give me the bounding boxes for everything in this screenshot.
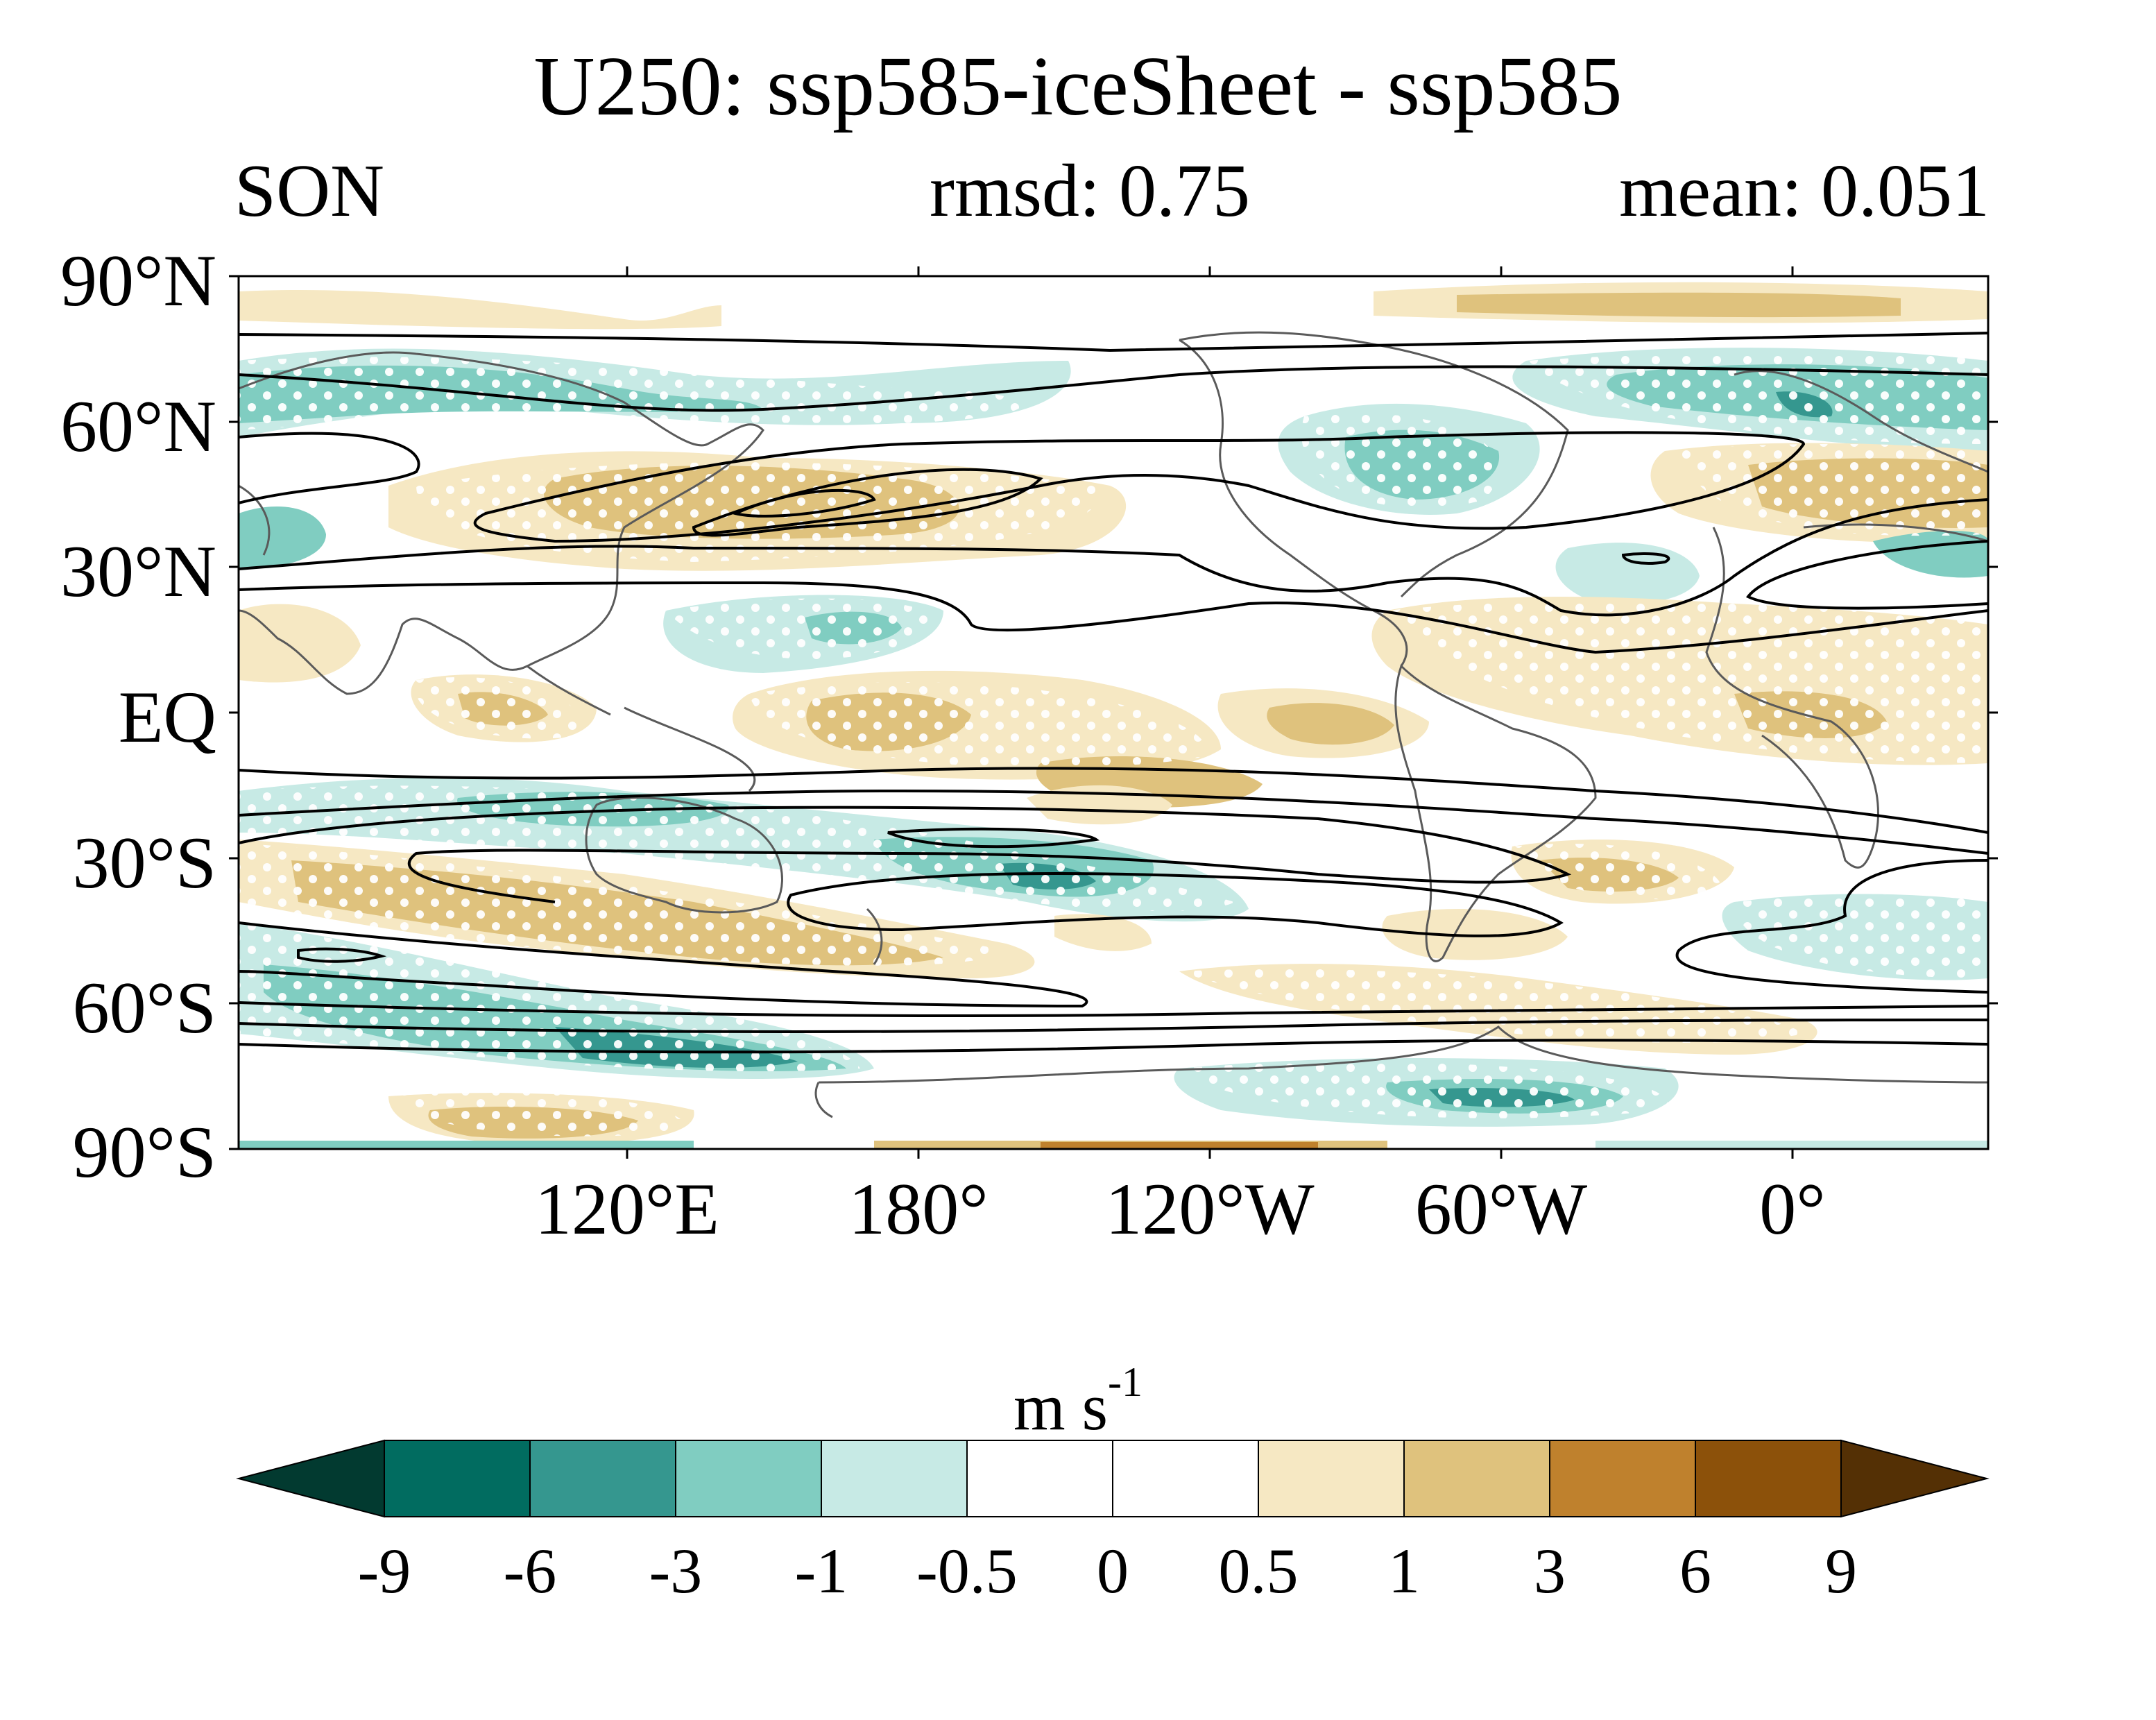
lon-label-180: 180° <box>848 1168 989 1250</box>
colorbar-tick-label: -3 <box>649 1535 703 1606</box>
lat-label-90s: 90°S <box>72 1112 216 1193</box>
colorbar-tick-label: -9 <box>357 1535 411 1606</box>
lon-label-120w: 120°W <box>1105 1168 1315 1250</box>
colorbar-extend-low <box>236 1439 385 1518</box>
colorbar-box <box>384 1440 531 1517</box>
colorbar-box <box>529 1440 676 1517</box>
rmsd-label: rmsd: 0.75 <box>930 150 1251 232</box>
map-panel <box>239 276 1988 1149</box>
colorbar-tick-label: 0.5 <box>1218 1535 1299 1606</box>
colorbar-tick-label: -6 <box>503 1535 557 1606</box>
lat-label-eq: EQ <box>118 676 216 758</box>
season-label: SON <box>234 150 385 232</box>
colorbar-extend-high <box>1840 1439 1990 1518</box>
axis-ticks <box>229 266 1998 1159</box>
colorbar-box <box>966 1440 1113 1517</box>
units-text: m s <box>1013 1370 1109 1444</box>
lat-label-30n: 30°N <box>60 531 216 612</box>
colorbar-box <box>821 1440 968 1517</box>
colorbar <box>236 1439 1990 1518</box>
colorbar-tick-label: 6 <box>1679 1535 1711 1606</box>
colorbar-tick-label: 9 <box>1825 1535 1857 1606</box>
lat-label-30s: 30°S <box>72 822 216 903</box>
colorbar-units: m s-1 <box>0 1361 2156 1440</box>
lat-label-60n: 60°N <box>60 386 216 467</box>
colorbar-tick-label: 3 <box>1534 1535 1566 1606</box>
colorbar-box <box>1258 1440 1405 1517</box>
lon-label-60w: 60°W <box>1414 1168 1588 1250</box>
colorbar-box <box>675 1440 822 1517</box>
colorbar-box <box>1403 1440 1550 1517</box>
units-exponent: -1 <box>1108 1359 1143 1405</box>
colorbar-tick-label: 1 <box>1388 1535 1420 1606</box>
climatology-contours <box>239 332 1988 1054</box>
coastlines <box>239 331 1988 1118</box>
colorbar-box <box>1695 1440 1842 1517</box>
colorbar-tick-label: 0 <box>1097 1535 1129 1606</box>
lon-label-120e: 120°E <box>534 1168 720 1250</box>
lat-label-60s: 60°S <box>72 967 216 1048</box>
colorbar-tick-label: -0.5 <box>916 1535 1018 1606</box>
map-title: U250: ssp585-iceSheet - ssp585 <box>533 40 1623 133</box>
colorbar-box <box>1549 1440 1696 1517</box>
lon-label-0: 0° <box>1759 1168 1826 1250</box>
lat-label-90n: 90°N <box>60 240 216 321</box>
mean-label: mean: 0.051 <box>1619 150 1990 232</box>
colorbar-box <box>1112 1440 1259 1517</box>
colorbar-tick-label: -1 <box>794 1535 848 1606</box>
